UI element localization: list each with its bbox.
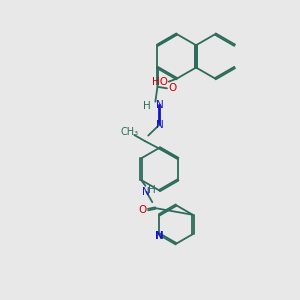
Text: N: N <box>142 187 150 197</box>
Text: N: N <box>155 231 164 241</box>
Text: O: O <box>168 83 176 93</box>
Text: H: H <box>148 185 156 195</box>
Text: O: O <box>139 205 147 214</box>
Text: H: H <box>142 101 150 111</box>
Text: N: N <box>156 100 164 110</box>
Text: CH₃: CH₃ <box>121 127 139 137</box>
Text: HO: HO <box>152 76 168 87</box>
Text: N: N <box>156 120 164 130</box>
